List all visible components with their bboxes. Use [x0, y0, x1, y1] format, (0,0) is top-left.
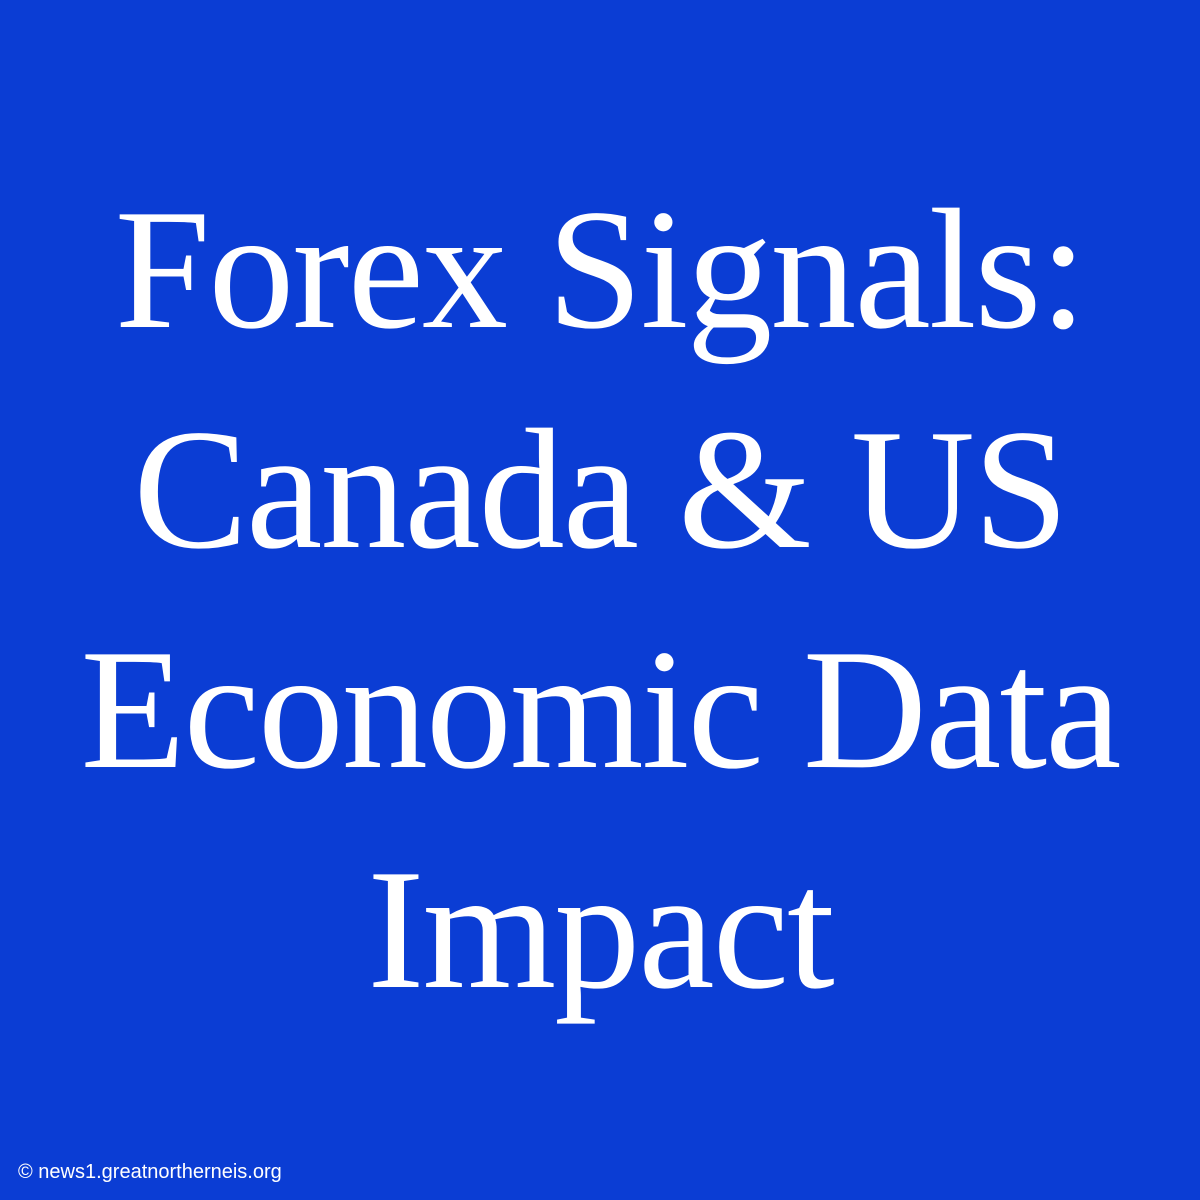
- headline-text: Forex Signals: Canada & US Economic Data…: [0, 160, 1200, 1041]
- attribution-text: © news1.greatnortherneis.org: [18, 1161, 282, 1184]
